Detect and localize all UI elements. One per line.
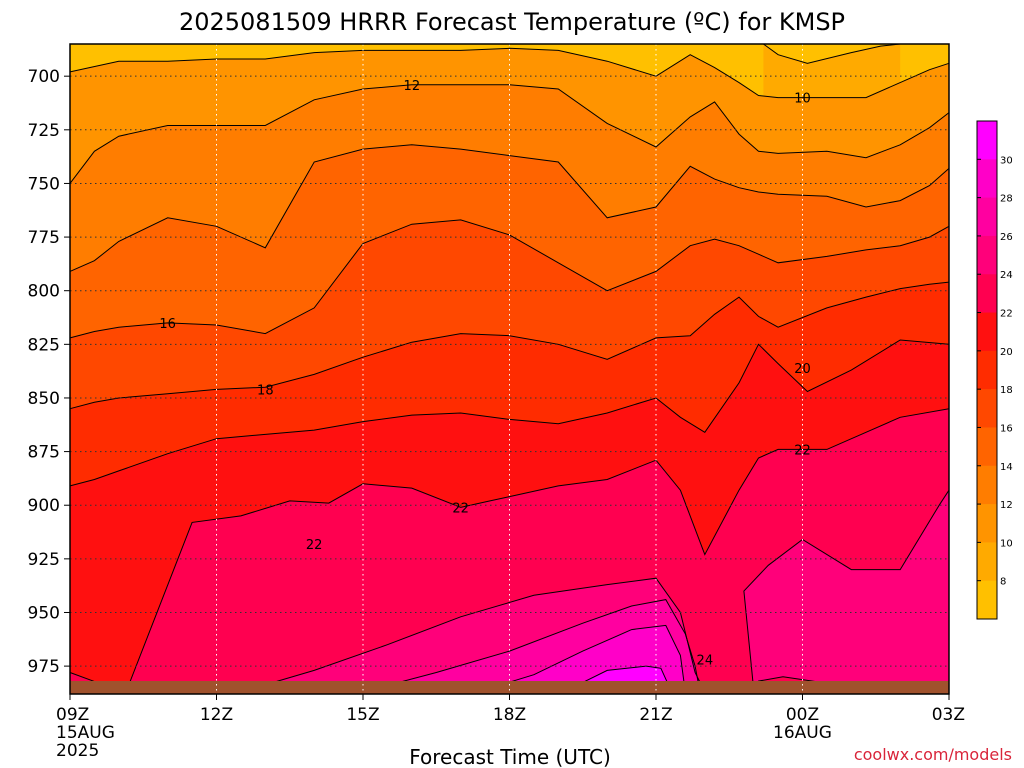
- colorbar-tick-label: 16: [1000, 423, 1013, 434]
- colorbar-band: [977, 580, 997, 620]
- contour-label: 18: [257, 383, 274, 398]
- x-axis-label: Forecast Time (UTC): [409, 745, 611, 768]
- isotherm-line-14: [69, 144, 950, 272]
- isotherm-line-20: [69, 339, 950, 487]
- colorbar-band: [977, 465, 997, 505]
- y-tick-label: 925: [28, 550, 60, 570]
- plot-area: 12 10 16 18 20 22 22 22 24: [69, 43, 950, 695]
- isotherm-line-22: [69, 408, 950, 686]
- colorbar-tick-label: 22: [1000, 309, 1013, 320]
- contour-label: 16: [159, 317, 176, 332]
- isotherm-fill-24: [743, 490, 949, 694]
- colorbar-tick-label: 12: [1000, 500, 1013, 511]
- y-tick-label: 725: [28, 121, 60, 141]
- isotherm-fill-22: [70, 408, 949, 694]
- colorbar-frame: [976, 120, 998, 620]
- colorbar-tick-label: 24: [1000, 270, 1013, 281]
- isotherm-line-16: [69, 219, 950, 339]
- colorbar-tick-label: 14: [1000, 462, 1013, 473]
- contour-label: 22: [794, 443, 811, 458]
- y-tick-label: 850: [28, 389, 60, 409]
- contour-label: 22: [452, 501, 469, 516]
- x-tick-label: 18Z: [493, 705, 526, 725]
- x-tick-date: 16AUG: [773, 723, 832, 743]
- contour-label: 12: [404, 79, 421, 94]
- x-tick-label: 15Z: [346, 705, 379, 725]
- x-tick-label: 03Z: [932, 705, 965, 725]
- x-tick-label: 09Z: [56, 705, 89, 725]
- colorbar-band: [977, 542, 997, 582]
- chart-title: 2025081509 HRRR Forecast Temperature (ºC…: [179, 8, 845, 36]
- colorbar-band: [977, 389, 997, 428]
- y-tick-label: 750: [28, 174, 60, 194]
- y-tick-label: 950: [28, 603, 60, 623]
- colorbar-band: [977, 274, 997, 314]
- colorbar-tick-label: 26: [1000, 232, 1013, 243]
- colorbar-band: [977, 159, 997, 199]
- y-tick-label: 825: [28, 335, 60, 355]
- colorbar-tick-label: 10: [1000, 538, 1013, 549]
- colorbar-band: [977, 197, 997, 237]
- contour-label: 24: [697, 654, 714, 669]
- x-tick-label: 12Z: [200, 705, 233, 725]
- temperature-fills: [70, 44, 949, 695]
- colorbar-tick-label: 8: [1000, 577, 1006, 588]
- colorbar-band: [977, 350, 997, 390]
- y-tick-label: 975: [28, 657, 60, 677]
- colorbar-tick-label: 20: [1000, 347, 1013, 358]
- colorbar-tick-label: 28: [1000, 194, 1013, 205]
- y-tick-label: 800: [28, 282, 60, 302]
- colorbar-band: [977, 427, 997, 467]
- colorbar-band: [977, 312, 997, 352]
- y-tick-label: 900: [28, 496, 60, 516]
- y-tick-label: 875: [28, 443, 60, 463]
- colorbar: 30 28 26 24 22 20 18 16 14 12 10 8: [976, 120, 1013, 620]
- x-tick-year: 2025: [56, 741, 99, 761]
- contour-label: 22: [306, 538, 323, 553]
- colorbar-tick-label: 30: [1000, 155, 1013, 166]
- isotherm-line-26: [362, 599, 701, 693]
- colorbar-band: [977, 504, 997, 543]
- colorbar-tick-label: 18: [1000, 385, 1013, 396]
- contour-labels: 12 10 16 18 20 22 22 22 24: [159, 79, 811, 669]
- colorbar-band: [977, 235, 997, 275]
- contour-label: 10: [794, 92, 811, 107]
- x-tick-label: 21Z: [639, 705, 672, 725]
- y-tick-label: 700: [28, 67, 60, 87]
- colorbar-band: [977, 121, 997, 160]
- x-tick-label: 00Z: [786, 705, 819, 725]
- credit-text: coolwx.com/models: [854, 745, 1012, 764]
- isotherm-lines: [69, 43, 950, 695]
- isotherm-line-28: [484, 624, 686, 692]
- isotherm-line-10: [69, 47, 950, 99]
- isotherm-line-12: [69, 84, 950, 184]
- isotherm-line-8: [763, 43, 901, 64]
- y-axis: 700 725 750 775 800 825 850 875 900 925 950 975: [28, 67, 70, 677]
- isotherm-line-24: [743, 489, 950, 690]
- terrain-strip: [70, 681, 949, 694]
- contour-label: 20: [794, 362, 811, 377]
- isotherm-line-18: [69, 281, 950, 410]
- x-tick-date: 15AUG: [56, 723, 115, 743]
- y-tick-label: 775: [28, 228, 60, 248]
